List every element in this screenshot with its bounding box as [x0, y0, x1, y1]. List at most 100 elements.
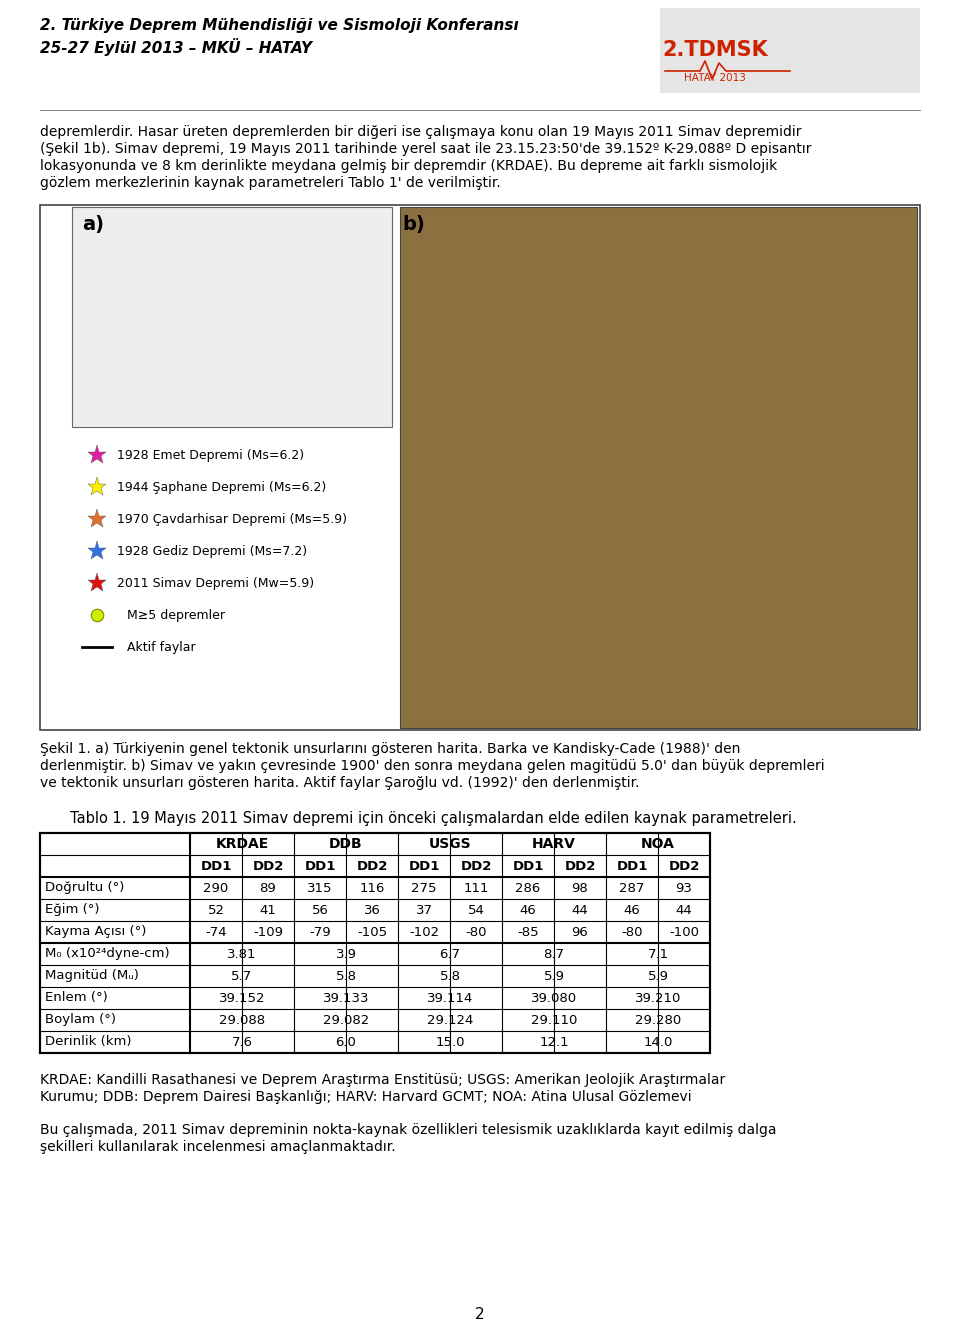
Text: Tablo 1. 19 Mayıs 2011 Simav depremi için önceki çalışmalardan elde edilen kayna: Tablo 1. 19 Mayıs 2011 Simav depremi içi…: [70, 811, 797, 825]
Text: 15.0: 15.0: [435, 1036, 465, 1048]
Text: 1970 Çavdarhisar Depremi (Ms=5.9): 1970 Çavdarhisar Depremi (Ms=5.9): [117, 512, 347, 525]
Text: -109: -109: [253, 926, 283, 938]
Text: M₀ (x10²⁴dyne-cm): M₀ (x10²⁴dyne-cm): [45, 947, 170, 961]
Text: 8.7: 8.7: [543, 947, 564, 961]
Text: 1928 Emet Depremi (Ms=6.2): 1928 Emet Depremi (Ms=6.2): [117, 449, 304, 461]
Text: lokasyonunda ve 8 km derinlikte meydana gelmiş bir depremdir (KRDAE). Bu depreme: lokasyonunda ve 8 km derinlikte meydana …: [40, 159, 778, 173]
Text: 25-27 Eylül 2013 – MKÜ – HATAY: 25-27 Eylül 2013 – MKÜ – HATAY: [40, 38, 312, 56]
Text: DD2: DD2: [252, 859, 284, 872]
Text: 41: 41: [259, 903, 276, 917]
Text: 3.81: 3.81: [228, 947, 256, 961]
Text: Kurumu; DDB: Deprem Dairesi Başkanlığı; HARV: Harvard GCMT; NOA: Atina Ulusal Gö: Kurumu; DDB: Deprem Dairesi Başkanlığı; …: [40, 1089, 691, 1104]
Text: DD1: DD1: [408, 859, 440, 872]
Text: DD2: DD2: [564, 859, 596, 872]
Text: DD1: DD1: [513, 859, 543, 872]
Text: 5.8: 5.8: [440, 970, 461, 982]
Text: 5.8: 5.8: [335, 970, 356, 982]
Bar: [400, 206, 917, 728]
Text: 5.9: 5.9: [647, 970, 668, 982]
Text: 315: 315: [307, 882, 333, 895]
Text: Eğim (°): Eğim (°): [45, 903, 100, 917]
Text: HARV: HARV: [532, 838, 576, 851]
Text: depremlerdir. Hasar üreten depremlerden bir diğeri ise çalışmaya konu olan 19 Ma: depremlerdir. Hasar üreten depremlerden …: [40, 125, 802, 139]
Text: şekilleri kullanılarak incelenmesi amaçlanmaktadır.: şekilleri kullanılarak incelenmesi amaçl…: [40, 1140, 396, 1154]
Text: 290: 290: [204, 882, 228, 895]
Text: -85: -85: [517, 926, 539, 938]
Text: DD2: DD2: [460, 859, 492, 872]
Text: Derinlik (km): Derinlik (km): [45, 1036, 132, 1048]
Text: 5.7: 5.7: [231, 970, 252, 982]
Text: Magnitüd (Mᵤ): Magnitüd (Mᵤ): [45, 970, 139, 982]
Text: DD2: DD2: [668, 859, 700, 872]
Text: USGS: USGS: [429, 838, 471, 851]
Text: NOA: NOA: [641, 838, 675, 851]
Text: DD1: DD1: [304, 859, 336, 872]
Text: Enlem (°): Enlem (°): [45, 992, 108, 1005]
Text: -102: -102: [409, 926, 439, 938]
Text: KRDAE: Kandilli Rasathanesi ve Deprem Araştırma Enstitüsü; USGS: Amerikan Jeoloj: KRDAE: Kandilli Rasathanesi ve Deprem Ar…: [40, 1073, 725, 1087]
Bar: [72, 206, 392, 427]
Text: 44: 44: [571, 903, 588, 917]
Text: 39.210: 39.210: [635, 992, 682, 1005]
Text: DD1: DD1: [201, 859, 231, 872]
Bar: [660, 8, 920, 92]
Text: 37: 37: [416, 903, 433, 917]
Text: -79: -79: [309, 926, 331, 938]
Text: DDB: DDB: [329, 838, 363, 851]
Text: Doğrultu (°): Doğrultu (°): [45, 882, 125, 895]
Text: KRDAE: KRDAE: [215, 838, 269, 851]
Text: -100: -100: [669, 926, 699, 938]
Text: 3.9: 3.9: [335, 947, 356, 961]
Text: 93: 93: [676, 882, 692, 895]
Text: 2.TDMSK: 2.TDMSK: [662, 40, 768, 60]
Text: 116: 116: [359, 882, 385, 895]
Text: 5.9: 5.9: [543, 970, 564, 982]
Text: 46: 46: [624, 903, 640, 917]
Text: -80: -80: [466, 926, 487, 938]
Text: 54: 54: [468, 903, 485, 917]
Bar: [40, 205, 920, 730]
Text: gözlem merkezlerinin kaynak parametreleri Tablo 1' de verilmiştir.: gözlem merkezlerinin kaynak parametreler…: [40, 176, 501, 190]
Text: 2011 Simav Depremi (Mw=5.9): 2011 Simav Depremi (Mw=5.9): [117, 576, 314, 590]
Text: 7.6: 7.6: [231, 1036, 252, 1048]
Text: 7.1: 7.1: [647, 947, 668, 961]
Text: Bu çalışmada, 2011 Simav depreminin nokta-kaynak özellikleri telesismik uzaklıkl: Bu çalışmada, 2011 Simav depreminin nokt…: [40, 1123, 777, 1138]
Text: 1944 Şaphane Depremi (Ms=6.2): 1944 Şaphane Depremi (Ms=6.2): [117, 481, 326, 493]
Text: Kayma Açısı (°): Kayma Açısı (°): [45, 926, 146, 938]
Text: 29.124: 29.124: [427, 1013, 473, 1026]
Text: DD1: DD1: [616, 859, 648, 872]
Text: 98: 98: [571, 882, 588, 895]
Text: -74: -74: [205, 926, 227, 938]
Text: -105: -105: [357, 926, 387, 938]
Text: 1928 Gediz Depremi (Ms=7.2): 1928 Gediz Depremi (Ms=7.2): [117, 544, 307, 557]
Text: 14.0: 14.0: [643, 1036, 673, 1048]
Text: ve tektonik unsurları gösteren harita. Aktif faylar Şaroğlu vd. (1992)' den derl: ve tektonik unsurları gösteren harita. A…: [40, 776, 639, 791]
Text: M≥5 depremler: M≥5 depremler: [127, 608, 225, 622]
Text: -80: -80: [621, 926, 643, 938]
Text: DD2: DD2: [356, 859, 388, 872]
Text: 44: 44: [676, 903, 692, 917]
Text: 275: 275: [411, 882, 437, 895]
Text: HATAY 2013: HATAY 2013: [684, 72, 746, 83]
Text: 2: 2: [475, 1306, 485, 1323]
Text: 36: 36: [364, 903, 380, 917]
Text: 52: 52: [207, 903, 225, 917]
Text: 29.082: 29.082: [323, 1013, 370, 1026]
Text: 56: 56: [312, 903, 328, 917]
Text: 2. Türkiye Deprem Mühendisliği ve Sismoloji Konferansı: 2. Türkiye Deprem Mühendisliği ve Sismol…: [40, 17, 518, 34]
Text: 6.0: 6.0: [336, 1036, 356, 1048]
Text: Şekil 1. a) Türkiyenin genel tektonik unsurlarını gösteren harita. Barka ve Kand: Şekil 1. a) Türkiyenin genel tektonik un…: [40, 742, 740, 756]
Text: 29.280: 29.280: [635, 1013, 682, 1026]
Text: 6.7: 6.7: [440, 947, 461, 961]
Text: 39.133: 39.133: [323, 992, 370, 1005]
Text: 46: 46: [519, 903, 537, 917]
Text: 111: 111: [464, 882, 489, 895]
Text: 96: 96: [571, 926, 588, 938]
Text: Aktif faylar: Aktif faylar: [127, 641, 196, 654]
Text: 39.080: 39.080: [531, 992, 577, 1005]
Text: (Şekil 1b). Simav depremi, 19 Mayıs 2011 tarihinde yerel saat ile 23.15.23:50'de: (Şekil 1b). Simav depremi, 19 Mayıs 2011…: [40, 142, 811, 155]
Text: 39.114: 39.114: [427, 992, 473, 1005]
Bar: [40, 833, 710, 1053]
Text: b): b): [402, 214, 424, 234]
Text: 286: 286: [516, 882, 540, 895]
